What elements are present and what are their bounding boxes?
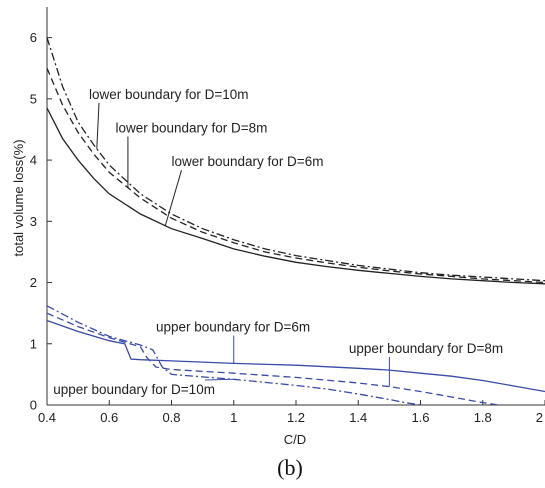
x-tick-label: 0.4 xyxy=(38,410,56,425)
annotation-label: lower boundary for D=8m xyxy=(115,121,267,136)
x-axis-label: C/D xyxy=(284,432,306,447)
y-tick-label: 6 xyxy=(30,30,37,45)
x-tick-label: 1.4 xyxy=(349,410,367,425)
y-tick-label: 3 xyxy=(30,214,37,229)
y-tick-label: 1 xyxy=(30,336,37,351)
annotation-label: upper boundary for D=10m xyxy=(53,382,215,397)
annotation-layer: lower boundary for D=10m lower boundary f… xyxy=(53,87,503,397)
x-tick-label: 1.2 xyxy=(287,410,305,425)
y-tick-label: 2 xyxy=(30,275,37,290)
x-tick-label: 0.8 xyxy=(162,410,180,425)
series-line-upper-4 xyxy=(46,312,499,406)
y-tick-label: 5 xyxy=(30,91,37,106)
series-layer xyxy=(46,37,545,406)
series-line-upper-3 xyxy=(46,319,545,393)
x-tick-label: 2 xyxy=(536,410,543,425)
annotation-leader-line xyxy=(164,170,182,226)
series-line-lower-1 xyxy=(46,67,545,284)
x-tick-label: 1.6 xyxy=(411,410,429,425)
annotation-label: lower boundary for D=10m xyxy=(89,87,248,102)
x-tick-label: 1.8 xyxy=(474,410,492,425)
annotation-label: upper boundary for D=8m xyxy=(349,341,503,356)
subfigure-caption: (b) xyxy=(277,455,303,480)
series-line-upper-5 xyxy=(46,305,421,406)
annotation-leader-line xyxy=(204,378,234,381)
y-tick-label: 0 xyxy=(30,398,37,413)
annotation-leader-line xyxy=(96,102,100,149)
series-line-lower-0 xyxy=(46,37,545,282)
y-axis-label: total volume loss(%) xyxy=(11,139,26,256)
y-tick-label: 4 xyxy=(30,153,37,168)
annotation-label: upper boundary for D=6m xyxy=(156,320,310,335)
y-axis-ticks: 0 1 2 3 4 5 6 xyxy=(30,30,52,413)
x-tick-label: 1 xyxy=(230,410,237,425)
series-line-lower-2 xyxy=(46,107,545,285)
annotation-label: lower boundary for D=6m xyxy=(172,154,324,169)
x-axis-ticks: 0.4 0.6 0.8 1 1.2 1.4 1.6 1.8 2 xyxy=(38,400,545,425)
x-tick-label: 0.6 xyxy=(100,410,118,425)
